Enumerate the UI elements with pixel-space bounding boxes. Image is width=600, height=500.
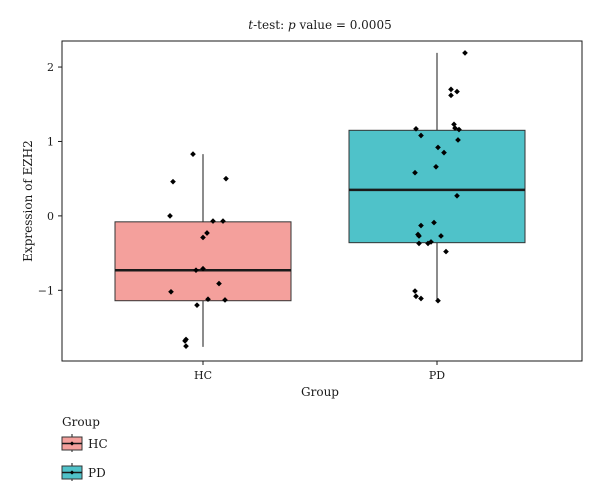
points-layer	[167, 50, 468, 349]
y-axis-label: Expression of EZH2	[21, 140, 35, 262]
data-point-pd	[418, 295, 424, 302]
data-point-hc	[204, 230, 210, 236]
box-iqr	[114, 221, 292, 302]
data-point-hc	[183, 343, 189, 349]
data-point-pd	[431, 219, 437, 226]
data-point-pd	[441, 149, 447, 156]
legend-label: PD	[88, 466, 106, 480]
data-point-pd	[418, 132, 424, 139]
y-tick-label: −1	[38, 284, 54, 297]
legend-entry-hc: HC	[61, 434, 108, 452]
data-point-hc	[200, 234, 206, 241]
title-mid: -test:	[253, 18, 288, 32]
legend-entry-pd: PD	[61, 463, 106, 481]
legend: Group HC PD	[61, 415, 108, 481]
data-point-pd	[412, 288, 418, 294]
x-tick-label-hc: HC	[194, 369, 212, 382]
x-axis-label: Group	[301, 385, 339, 399]
title-p: p	[288, 18, 296, 32]
data-point-pd	[455, 137, 461, 143]
chart-title: t-test: p value = 0.0005	[248, 18, 391, 32]
data-point-hc	[167, 213, 173, 219]
data-point-pd	[462, 50, 468, 56]
box-hc	[114, 154, 292, 347]
boxes-layer	[114, 52, 526, 347]
data-point-pd	[435, 144, 441, 151]
data-point-hc	[220, 218, 226, 224]
data-point-pd	[433, 163, 439, 170]
data-point-hc	[210, 218, 216, 224]
y-tick-label: 2	[47, 61, 54, 74]
data-point-pd	[416, 240, 422, 247]
y-tick-label: 0	[47, 210, 54, 223]
data-point-pd	[454, 192, 460, 199]
y-axis: −1 0 1 2	[38, 61, 62, 297]
data-point-pd	[416, 233, 422, 239]
data-point-pd	[435, 297, 441, 304]
data-point-hc	[170, 178, 176, 185]
data-point-pd	[412, 169, 418, 176]
title-t: t	[248, 18, 253, 32]
data-point-pd	[456, 126, 462, 133]
data-point-hc	[200, 265, 206, 272]
data-point-pd	[438, 233, 444, 239]
title-suffix: value = 0.0005	[296, 18, 392, 32]
data-point-hc	[194, 302, 200, 309]
plot-frame	[61, 40, 583, 362]
data-point-hc	[182, 338, 188, 344]
data-point-hc	[193, 267, 199, 274]
data-point-hc	[205, 296, 211, 303]
data-point-pd	[443, 248, 449, 255]
data-point-pd	[413, 293, 419, 300]
legend-label: HC	[88, 437, 108, 451]
legend-title: Group	[62, 415, 100, 429]
data-point-pd	[418, 222, 424, 229]
x-axis: HC PD	[194, 361, 445, 382]
data-point-hc	[222, 297, 228, 303]
data-point-pd	[454, 88, 460, 95]
data-point-hc	[168, 288, 174, 295]
data-point-pd	[428, 239, 434, 245]
data-point-hc	[190, 151, 196, 157]
data-point-pd	[448, 86, 454, 93]
data-point-pd	[448, 92, 454, 99]
x-tick-label-pd: PD	[429, 369, 445, 382]
box-pd	[348, 52, 526, 302]
data-point-hc	[216, 280, 222, 287]
y-tick-label: 1	[47, 135, 54, 148]
data-point-hc	[223, 175, 229, 182]
